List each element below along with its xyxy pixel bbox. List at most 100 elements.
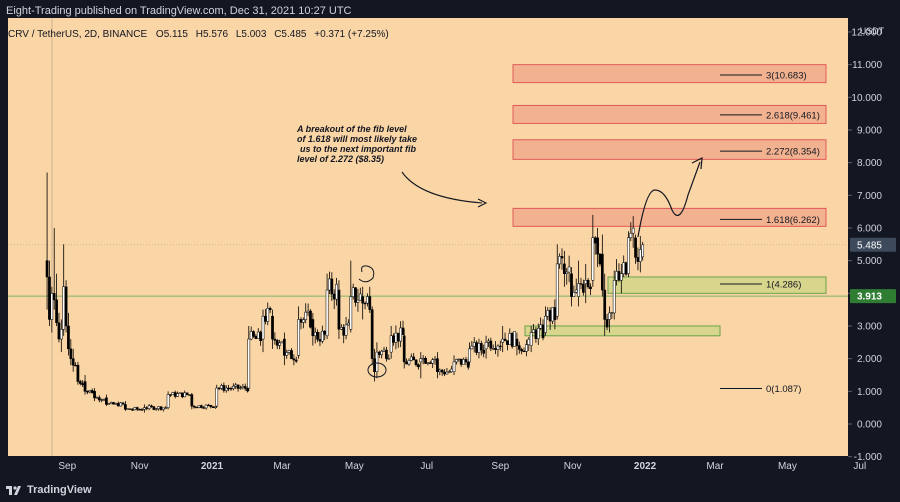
candle-body (304, 311, 308, 320)
candle-body (188, 394, 191, 396)
high-label: H (196, 29, 203, 40)
candle (302, 317, 305, 329)
price-tick-label: 3.000 (857, 321, 882, 332)
time-axis[interactable]: Sep Nov 2021 Mar May Jul Sep Nov 2022 Mar May Jul (58, 461, 866, 472)
candle (290, 348, 293, 360)
candle (567, 255, 571, 283)
candle-body (268, 308, 272, 311)
candle (105, 394, 108, 407)
candle (126, 408, 130, 410)
candle-body (565, 271, 569, 274)
candle (577, 260, 580, 307)
candle-body (498, 345, 502, 348)
candle-body (57, 322, 61, 340)
candle-body (180, 392, 184, 398)
candle (600, 234, 604, 297)
candle-body (339, 327, 343, 330)
candle-body (636, 257, 640, 262)
candle (337, 280, 341, 340)
candle (316, 329, 319, 342)
candle-body (344, 324, 348, 336)
time-tick-label: Nov (564, 461, 582, 472)
plot-area[interactable] (8, 18, 848, 456)
price-axis[interactable]: 12.000 11.000 10.000 9.000 8.000 7.000 6.000 5.… (848, 27, 896, 463)
annotation-text: level of 2.272 ($8.35) (297, 154, 384, 164)
candle-body (299, 319, 303, 323)
candle (152, 406, 156, 411)
candle (124, 401, 127, 411)
candle-body (166, 394, 170, 408)
candle-body (100, 399, 104, 401)
candle (440, 368, 444, 376)
fib-level-label: 2.618(9.461) (766, 110, 820, 121)
candle-body (93, 391, 96, 399)
candle-body (574, 289, 578, 293)
tradingview-footer: TradingView (0, 479, 900, 502)
candle (436, 352, 439, 379)
candle-body (143, 407, 146, 410)
price-tick-label: 1.000 (857, 387, 882, 398)
candle-body (354, 287, 357, 303)
fib-level-label: 3(10.683) (766, 70, 807, 81)
candle-body (259, 331, 262, 342)
candle-body (551, 307, 554, 322)
candle (624, 261, 628, 276)
candle (605, 313, 609, 331)
candle (154, 408, 158, 411)
time-tick-label: Jul (420, 461, 433, 472)
candle (69, 339, 73, 366)
candle-body (464, 359, 468, 363)
candle (83, 374, 87, 395)
candle-body (527, 339, 531, 345)
candle (304, 303, 308, 324)
tradingview-logo-icon (6, 486, 21, 495)
candle-body (399, 327, 402, 342)
candle-body (539, 324, 542, 329)
candle-body (67, 325, 70, 350)
candle-body (370, 309, 374, 359)
candle (232, 383, 235, 391)
swing-high-circle (358, 265, 375, 283)
candle-body (119, 402, 122, 407)
close-label: C (274, 29, 281, 40)
candle-body (283, 338, 286, 356)
candle-body (147, 405, 151, 409)
candle (354, 287, 357, 307)
candle-body (591, 237, 595, 281)
candle-body (409, 356, 413, 361)
candle-body (313, 331, 317, 337)
candle-body (389, 335, 393, 353)
candle-body (368, 296, 372, 310)
candle (273, 332, 277, 345)
candle (188, 394, 191, 396)
candle-body (222, 385, 226, 391)
candle (76, 361, 80, 385)
candle-body (351, 287, 355, 297)
candle-body (624, 262, 628, 275)
candle-body (330, 278, 334, 295)
candle (484, 335, 488, 359)
candle-body (534, 329, 538, 339)
candle-body (536, 328, 540, 339)
candle-body (407, 360, 411, 365)
candle (503, 332, 507, 342)
candle-body (271, 315, 274, 340)
candle (52, 227, 56, 310)
candle (190, 392, 194, 410)
candle-body (503, 338, 507, 341)
candle-body (567, 266, 571, 273)
candle (239, 385, 242, 390)
candle-body (479, 343, 483, 351)
level-price-tag-label: 3.913 (857, 292, 882, 303)
candle (199, 404, 203, 409)
annotation-text: of 1.618 will most likely take (297, 134, 417, 144)
candle-body (247, 338, 251, 389)
candle-body (615, 271, 618, 281)
candle-body (74, 364, 77, 367)
candle-body (173, 392, 177, 397)
candle (513, 331, 516, 347)
candle-body (450, 368, 454, 373)
candle (140, 408, 144, 411)
candle (195, 406, 198, 409)
